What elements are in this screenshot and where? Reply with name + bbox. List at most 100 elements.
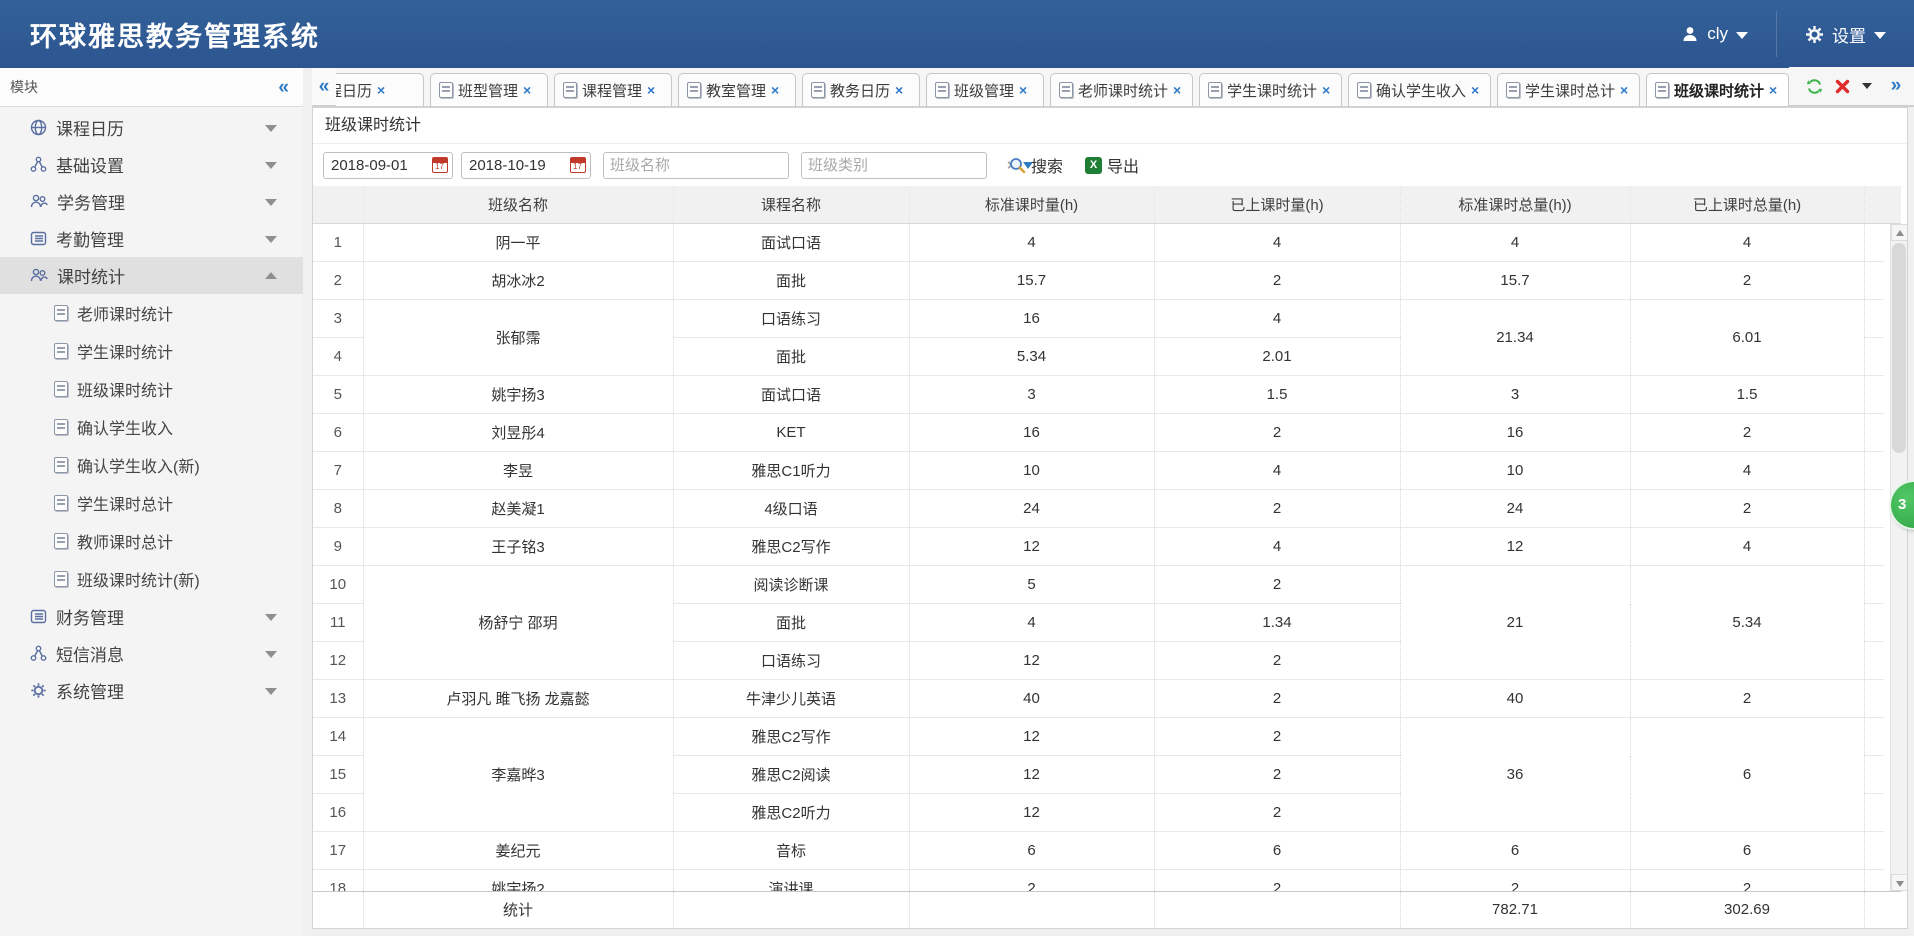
globe-icon [30, 119, 47, 136]
collapse-left-icon[interactable] [278, 78, 289, 97]
sidebar-item-finance[interactable]: 财务管理 [0, 598, 303, 635]
table-row[interactable]: 5 姚宇扬3 面试口语 3 1.5 3 1.5 [313, 375, 1884, 414]
tabs-scroll-right-icon[interactable] [1884, 67, 1908, 105]
tab-class-hour-stats[interactable]: 班级课时统计 [1646, 73, 1789, 106]
scrollbar-thumb[interactable] [1892, 242, 1906, 453]
tab-confirm-student-income[interactable]: 确认学生收入 [1348, 73, 1491, 106]
date-to-input[interactable] [469, 156, 561, 174]
chevron-down-icon [1874, 31, 1886, 39]
chevron-down-icon[interactable] [1022, 161, 1033, 169]
table-row[interactable]: 11 面批 4 1.34 [313, 603, 1884, 642]
document-icon [1655, 82, 1669, 98]
submenu-confirm-student-income[interactable]: 确认学生收入 [0, 408, 303, 446]
date-from-input[interactable] [331, 156, 423, 174]
table-row[interactable]: 13 卢羽凡 雎飞扬 龙嘉懿 牛津少儿英语 40 2 40 2 [313, 679, 1884, 718]
tab-student-hour-total[interactable]: 学生课时总计 [1497, 73, 1640, 106]
document-icon [811, 82, 825, 98]
footer-std-total: 782.71 [1399, 890, 1630, 928]
chevron-down-icon[interactable] [1862, 83, 1872, 89]
close-icon[interactable] [1620, 83, 1628, 97]
table-row[interactable]: 18 姚宇扬2 演讲课 2 2 2 2 [313, 869, 1884, 891]
nodes-icon [30, 645, 47, 661]
class-name-input[interactable] [610, 156, 809, 174]
tab-classroom-mgmt[interactable]: 教室管理 [678, 73, 796, 106]
sidebar-item-course-calendar[interactable]: 课程日历 [0, 109, 303, 146]
tab-class-type-mgmt[interactable]: 班型管理 [430, 73, 548, 106]
tab-class-mgmt[interactable]: 班级管理 [926, 73, 1044, 106]
tab-label: 学生课时总计 [1525, 82, 1616, 100]
list-icon [30, 609, 47, 624]
class-name-combo[interactable] [603, 151, 835, 179]
user-menu[interactable]: cly [1653, 0, 1776, 68]
table-row[interactable]: 6 刘昱彤4 KET 16 2 16 2 [313, 413, 1884, 452]
close-icon[interactable] [1173, 83, 1181, 97]
submenu-student-hour-stats[interactable]: 学生课时统计 [0, 332, 303, 370]
close-all-icon[interactable] [1835, 79, 1850, 94]
export-button[interactable]: 导出 [1085, 153, 1139, 177]
sidebar-item-label: 短信消息 [56, 646, 124, 665]
sidebar-item-basic-settings[interactable]: 基础设置 [0, 146, 303, 183]
table-row[interactable]: 17 姜纪元 音标 6 6 6 6 [313, 831, 1884, 870]
close-icon[interactable] [1019, 83, 1027, 97]
close-icon[interactable] [647, 83, 655, 97]
submenu-teacher-hour-stats[interactable]: 老师课时统计 [0, 294, 303, 332]
table-row[interactable]: 9 王子铭3 雅思C2写作 12 4 12 4 [313, 527, 1884, 566]
table-row[interactable]: 7 李昱 雅思C1听力 10 4 10 4 [313, 451, 1884, 490]
document-icon [54, 533, 68, 549]
calendar-icon[interactable] [570, 157, 586, 173]
table-row[interactable]: 4 面批 5.34 2.01 [313, 337, 1884, 376]
settings-label: 设置 [1832, 26, 1866, 46]
table-row[interactable]: 14 李嘉晔3 雅思C2写作 12 2 36 6 [313, 717, 1884, 832]
submenu-confirm-student-income-new[interactable]: 确认学生收入(新) [0, 446, 303, 484]
date-from-field[interactable] [323, 151, 453, 179]
submenu-class-hour-stats[interactable]: 班级课时统计 [0, 370, 303, 408]
sidebar-item-hour-statistics[interactable]: 课时统计 [0, 257, 303, 294]
scroll-down-icon[interactable] [1891, 873, 1907, 891]
vertical-scrollbar[interactable] [1890, 223, 1907, 891]
date-to-field[interactable] [461, 151, 591, 179]
tab-student-hour-stats[interactable]: 学生课时统计 [1199, 73, 1342, 106]
scroll-up-icon[interactable] [1891, 223, 1907, 241]
table-row[interactable]: 1 阴一平 面试口语 4 4 4 4 [313, 223, 1884, 262]
submenu-class-hour-stats-new[interactable]: 班级课时统计(新) [0, 560, 303, 598]
close-icon[interactable] [523, 83, 531, 97]
sidebar-item-system[interactable]: 系统管理 [0, 672, 303, 709]
grid-footer: 统计 782.71 302.69 [313, 890, 1901, 928]
close-icon[interactable] [377, 83, 385, 97]
header-divider [1776, 11, 1777, 57]
class-type-combo[interactable] [801, 151, 1033, 179]
chevron-down-icon [265, 651, 277, 658]
sidebar-item-attendance[interactable]: 考勤管理 [0, 220, 303, 257]
table-row[interactable]: 15 雅思C2阅读 12 2 [313, 755, 1884, 794]
close-icon[interactable] [1769, 83, 1777, 97]
settings-menu[interactable]: 设置 [1777, 0, 1914, 68]
close-icon[interactable] [771, 83, 779, 97]
col-std-total: 标准课时总量(h)) [1399, 186, 1630, 224]
class-type-input[interactable] [808, 156, 1007, 174]
table-row[interactable]: 16 雅思C2听力 12 2 [313, 793, 1884, 832]
table-row[interactable]: 8 赵美凝1 4级口语 24 2 24 2 [313, 489, 1884, 528]
close-icon[interactable] [1471, 83, 1479, 97]
submenu-student-hour-total[interactable]: 学生课时总计 [0, 484, 303, 522]
tab-course-mgmt[interactable]: 课程管理 [554, 73, 672, 106]
floating-service-badge[interactable]: 3 [1891, 482, 1914, 528]
sidebar-item-student-affairs[interactable]: 学务管理 [0, 183, 303, 220]
sidebar-item-sms[interactable]: 短信消息 [0, 635, 303, 672]
refresh-icon[interactable] [1806, 78, 1823, 95]
tabs-scroll-left-icon[interactable] [312, 68, 336, 106]
search-button[interactable]: 搜索 [1009, 153, 1063, 177]
tab-label: 学生课时统计 [1227, 82, 1318, 100]
tab-academic-calendar[interactable]: 教务日历 [802, 73, 920, 106]
module-menu: 课程日历 基础设置 学务管理 考勤管理 课时统计 老师课时统计 学生课时统计 班… [0, 107, 303, 709]
table-row[interactable]: 2 胡冰冰2 面批 15.7 2 15.7 2 [313, 261, 1884, 300]
tab-teacher-hour-stats[interactable]: 老师课时统计 [1050, 73, 1193, 106]
tab-course-calendar[interactable]: 课程日历 [336, 73, 424, 106]
table-row[interactable]: 10 杨舒宁 邵玥 阅读诊断课 5 2 21 5.34 [313, 565, 1884, 680]
table-row[interactable]: 12 口语练习 12 2 [313, 641, 1884, 680]
sidebar: 模块 课程日历 基础设置 学务管理 考勤管理 课时统计 [0, 68, 303, 936]
submenu-teacher-hour-total[interactable]: 教师课时总计 [0, 522, 303, 560]
close-icon[interactable] [1322, 83, 1330, 97]
table-row[interactable]: 3 张郁霈 口语练习 16 4 21.34 6.01 [313, 299, 1884, 376]
calendar-icon[interactable] [432, 157, 448, 173]
close-icon[interactable] [895, 83, 903, 97]
